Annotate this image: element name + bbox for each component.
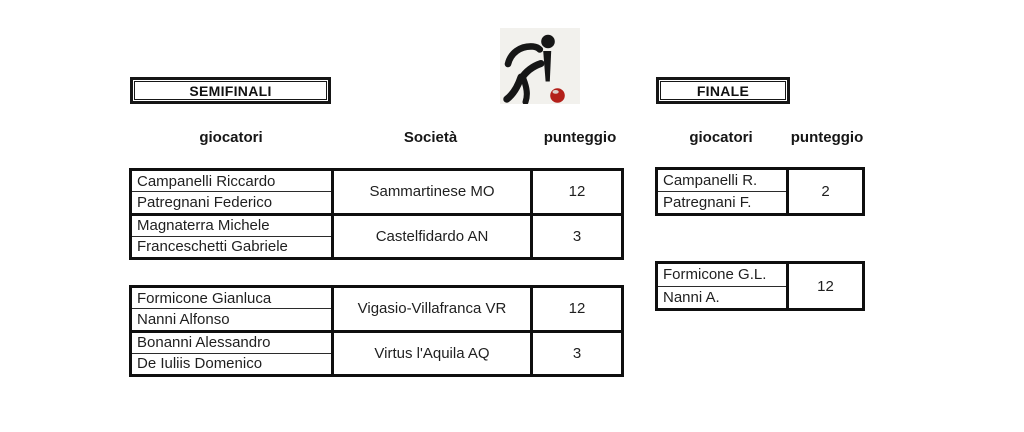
semifinal-2-scores-column: 12 3 (530, 288, 621, 374)
club-name: Vigasio-Villafranca VR (334, 288, 530, 333)
player-name: Patregnani F. (663, 194, 752, 211)
bocce-ball (550, 88, 565, 103)
player-name: Patregnani Federico (132, 192, 331, 216)
final-2-score-column: 12 (786, 264, 862, 308)
semifinal-1-scores-column: 12 3 (530, 171, 621, 257)
final-1-score-column: 2 (786, 170, 862, 213)
club-name: Virtus l'Aquila AQ (374, 344, 490, 362)
player-name: Formicone Gianluca (132, 288, 331, 310)
player-name: Magnaterra Michele (132, 216, 331, 237)
score-value: 12 (533, 288, 621, 333)
semifinali-title-box: SEMIFINALI (130, 77, 331, 104)
semifinal-1-players-column: Campanelli Riccardo Patregnani Federico … (132, 171, 331, 257)
score-value: 3 (572, 227, 582, 245)
semifinali-title: SEMIFINALI (134, 81, 327, 100)
semifinal-table-1: Campanelli Riccardo Patregnani Federico … (129, 168, 624, 260)
semifinals-players-header: giocatori (199, 129, 263, 146)
player-name: Campanelli R. (658, 170, 786, 192)
finale-title: FINALE (660, 81, 786, 100)
score-value: 12 (817, 277, 834, 295)
final-2-players-column: Formicone G.L. Nanni A. (658, 264, 786, 308)
score-value: 2 (821, 183, 830, 200)
bocce-player-icon (500, 28, 580, 105)
semifinal-1-clubs-column: Sammartinese MO Castelfidardo AN (331, 171, 530, 257)
score-value: 3 (572, 344, 582, 362)
final-table-1: Campanelli R. Patregnani F. 2 (655, 167, 865, 216)
player-name: Bonanni Alessandro (132, 333, 331, 354)
final-table-2: Formicone G.L. Nanni A. 12 (655, 261, 865, 311)
semifinal-2-players-column: Formicone Gianluca Nanni Alfonso Bonanni… (132, 288, 331, 374)
finale-title-box: FINALE (656, 77, 790, 104)
player-name: Campanelli Riccardo (132, 171, 331, 193)
semifinals-score-header: punteggio (543, 129, 617, 146)
final-1-players-column: Campanelli R. Patregnani F. (658, 170, 786, 213)
score-value: 12 (533, 171, 621, 216)
semifinal-table-2: Formicone Gianluca Nanni Alfonso Bonanni… (129, 285, 624, 377)
bocce-player-icon-svg (500, 28, 580, 105)
final-score-header: punteggio (790, 129, 864, 146)
player-name: De Iuliis Domenico (137, 355, 263, 373)
player-name: Formicone G.L. (658, 264, 786, 287)
player-name: Nanni A. (663, 288, 720, 306)
club-name: Castelfidardo AN (375, 227, 489, 245)
final-players-header: giocatori (689, 129, 753, 146)
player-name: Franceschetti Gabriele (137, 238, 288, 256)
semifinal-2-clubs-column: Vigasio-Villafranca VR Virtus l'Aquila A… (331, 288, 530, 374)
player-name: Nanni Alfonso (132, 309, 331, 333)
club-name: Sammartinese MO (334, 171, 530, 216)
semifinals-club-header: Società (403, 129, 458, 146)
